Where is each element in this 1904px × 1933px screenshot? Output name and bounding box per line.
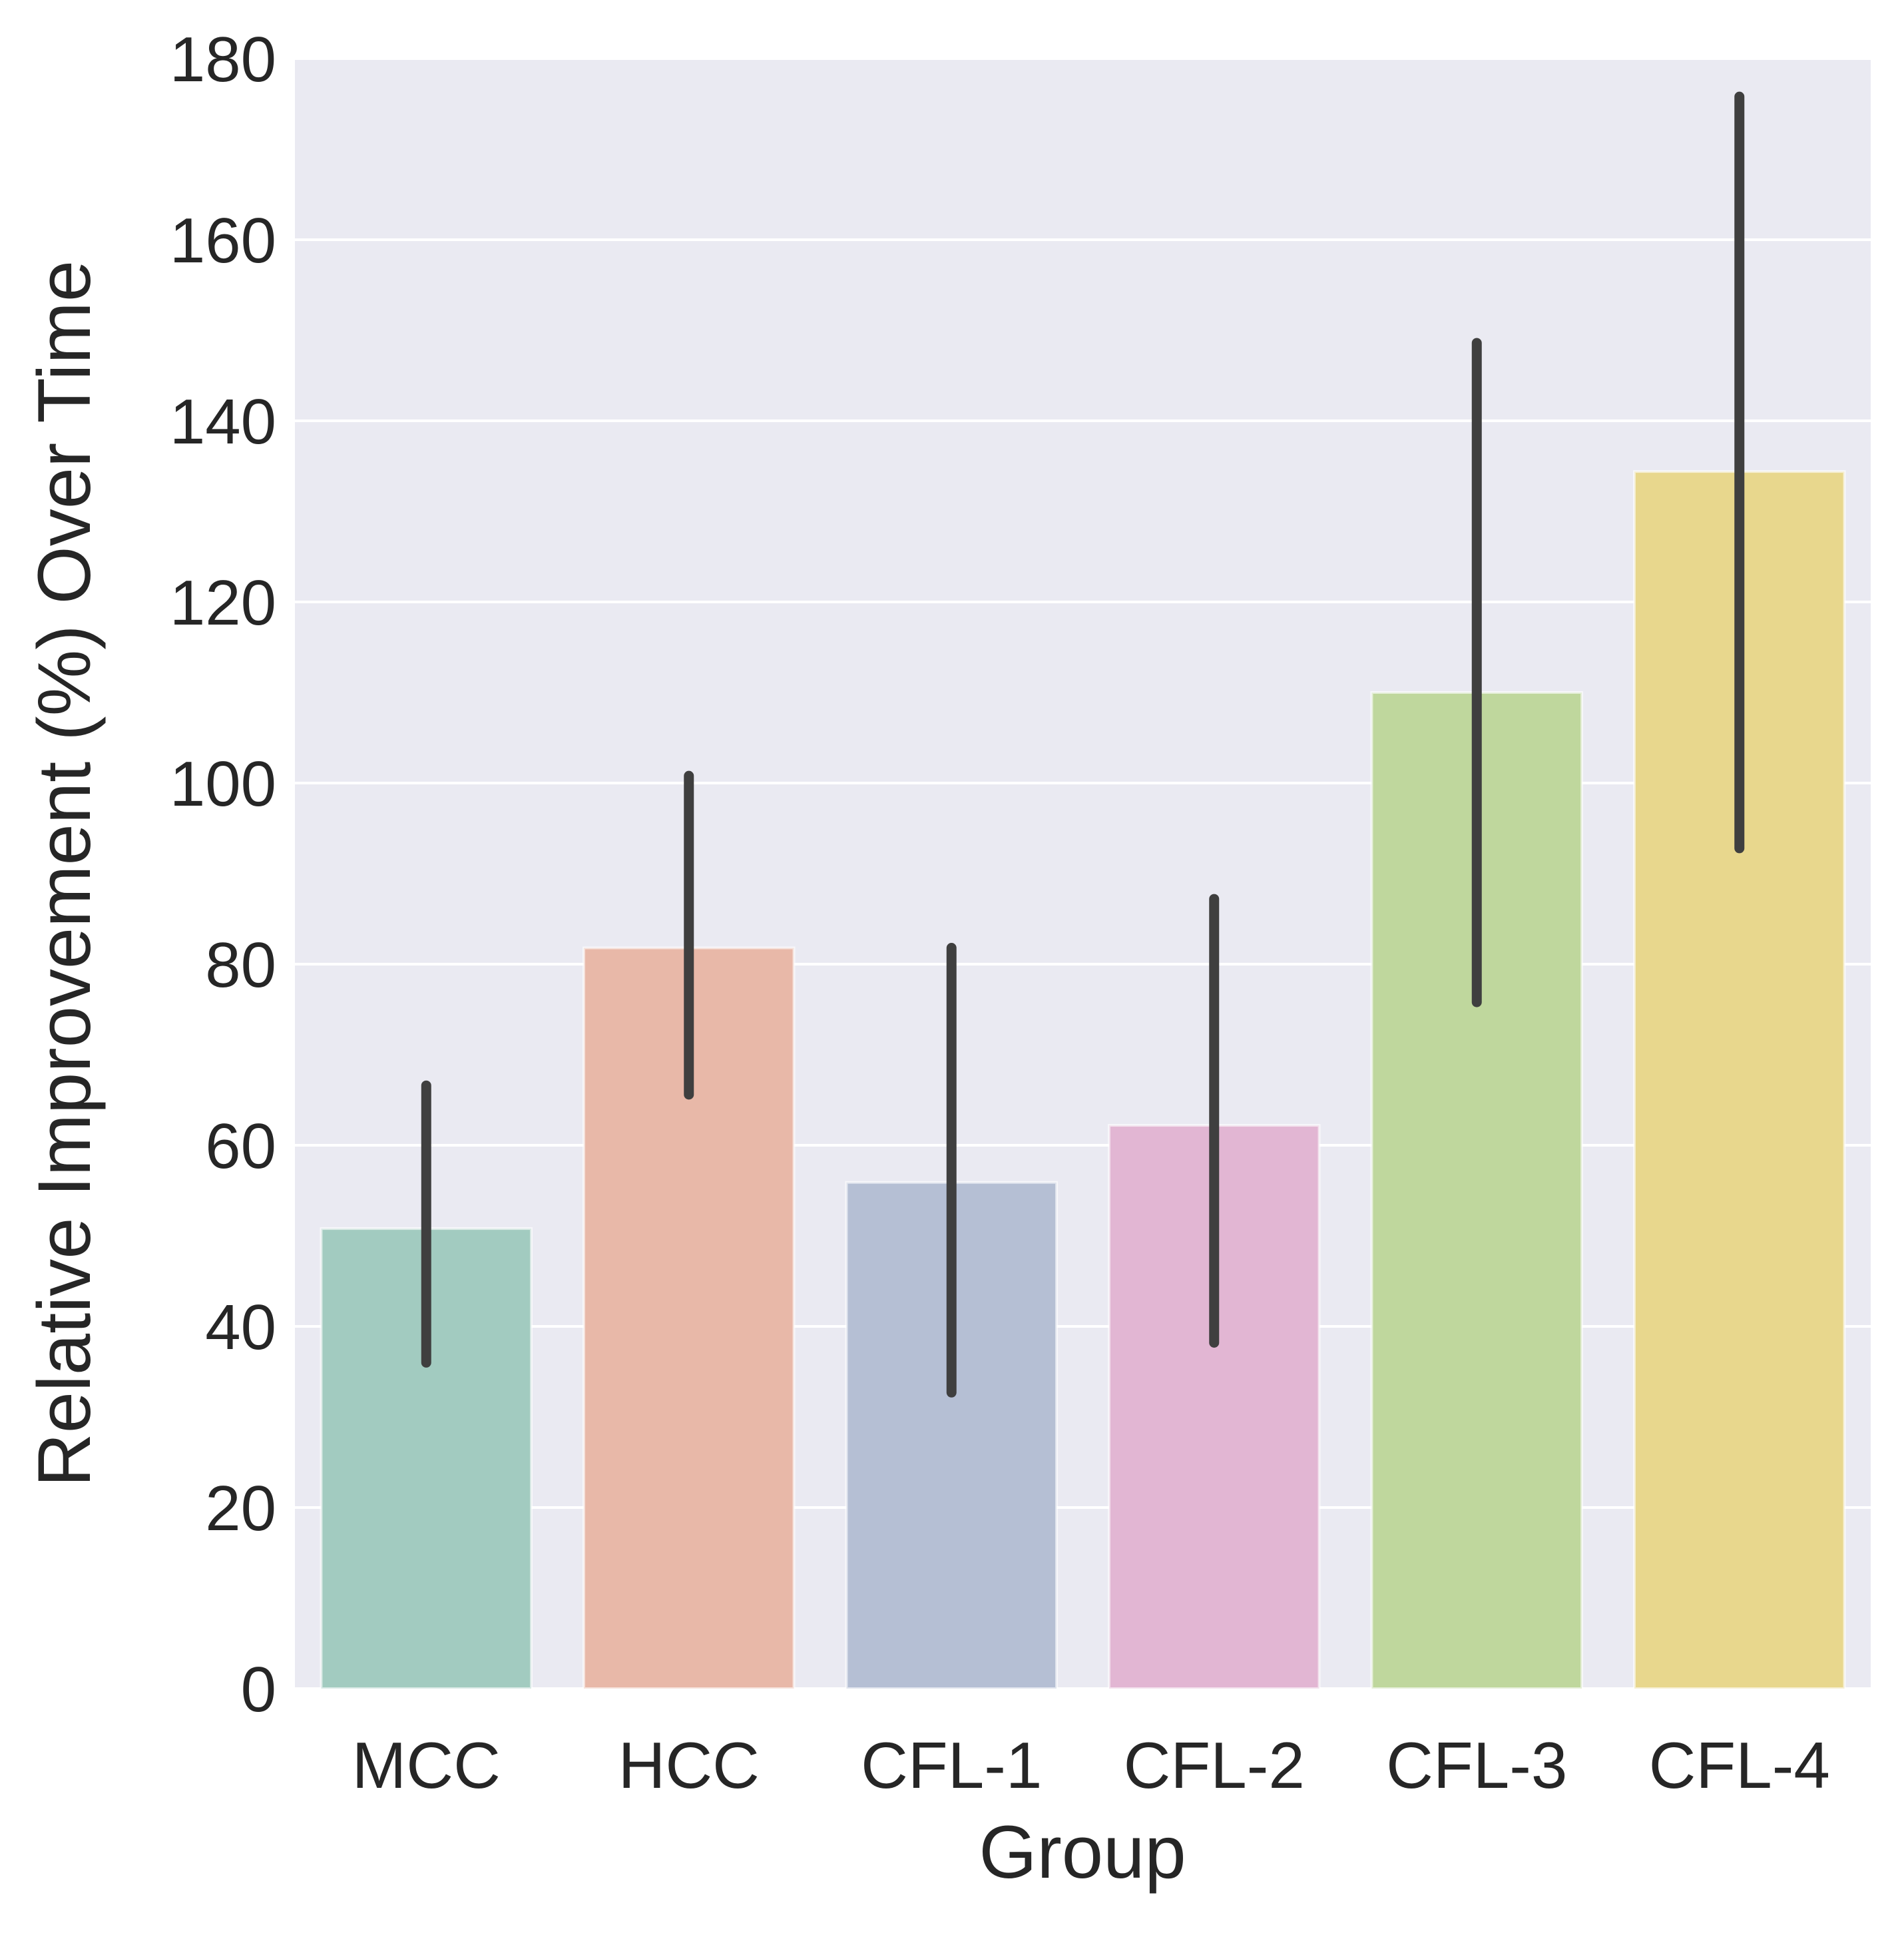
x-tick-label: CFL-3 xyxy=(1386,1729,1567,1802)
x-axis-label: Group xyxy=(979,1810,1186,1894)
error-bars xyxy=(421,91,1745,1398)
x-tick-labels: MCC HCC CFL-1 CFL-2 CFL-3 CFL-4 xyxy=(352,1729,1830,1802)
y-tick-label: 80 xyxy=(205,930,276,1001)
y-tick-label: 100 xyxy=(170,748,276,820)
x-tick-label: CFL-2 xyxy=(1124,1729,1305,1802)
y-tick-label: 60 xyxy=(205,1111,276,1182)
y-tick-label: 140 xyxy=(170,386,276,457)
y-tick-label: 0 xyxy=(241,1654,276,1725)
y-tick-label: 40 xyxy=(205,1292,276,1363)
x-tick-label: CFL-4 xyxy=(1649,1729,1830,1802)
y-tick-labels: 0 20 40 60 80 100 120 140 160 180 xyxy=(170,24,276,1725)
y-tick-label: 180 xyxy=(170,24,276,95)
plot-background xyxy=(295,59,1871,1689)
grid-lines xyxy=(295,57,1871,1690)
x-tick-label: HCC xyxy=(618,1729,760,1802)
y-tick-label: 160 xyxy=(170,205,276,276)
bar-cfl-4 xyxy=(1632,470,1846,1690)
y-axis-label: Relative Improvement (%) Over Time xyxy=(23,260,106,1487)
x-tick-label: MCC xyxy=(352,1729,501,1802)
y-tick-label: 20 xyxy=(205,1473,276,1544)
y-tick-label: 120 xyxy=(170,567,276,639)
x-tick-label: CFL-1 xyxy=(861,1729,1042,1802)
